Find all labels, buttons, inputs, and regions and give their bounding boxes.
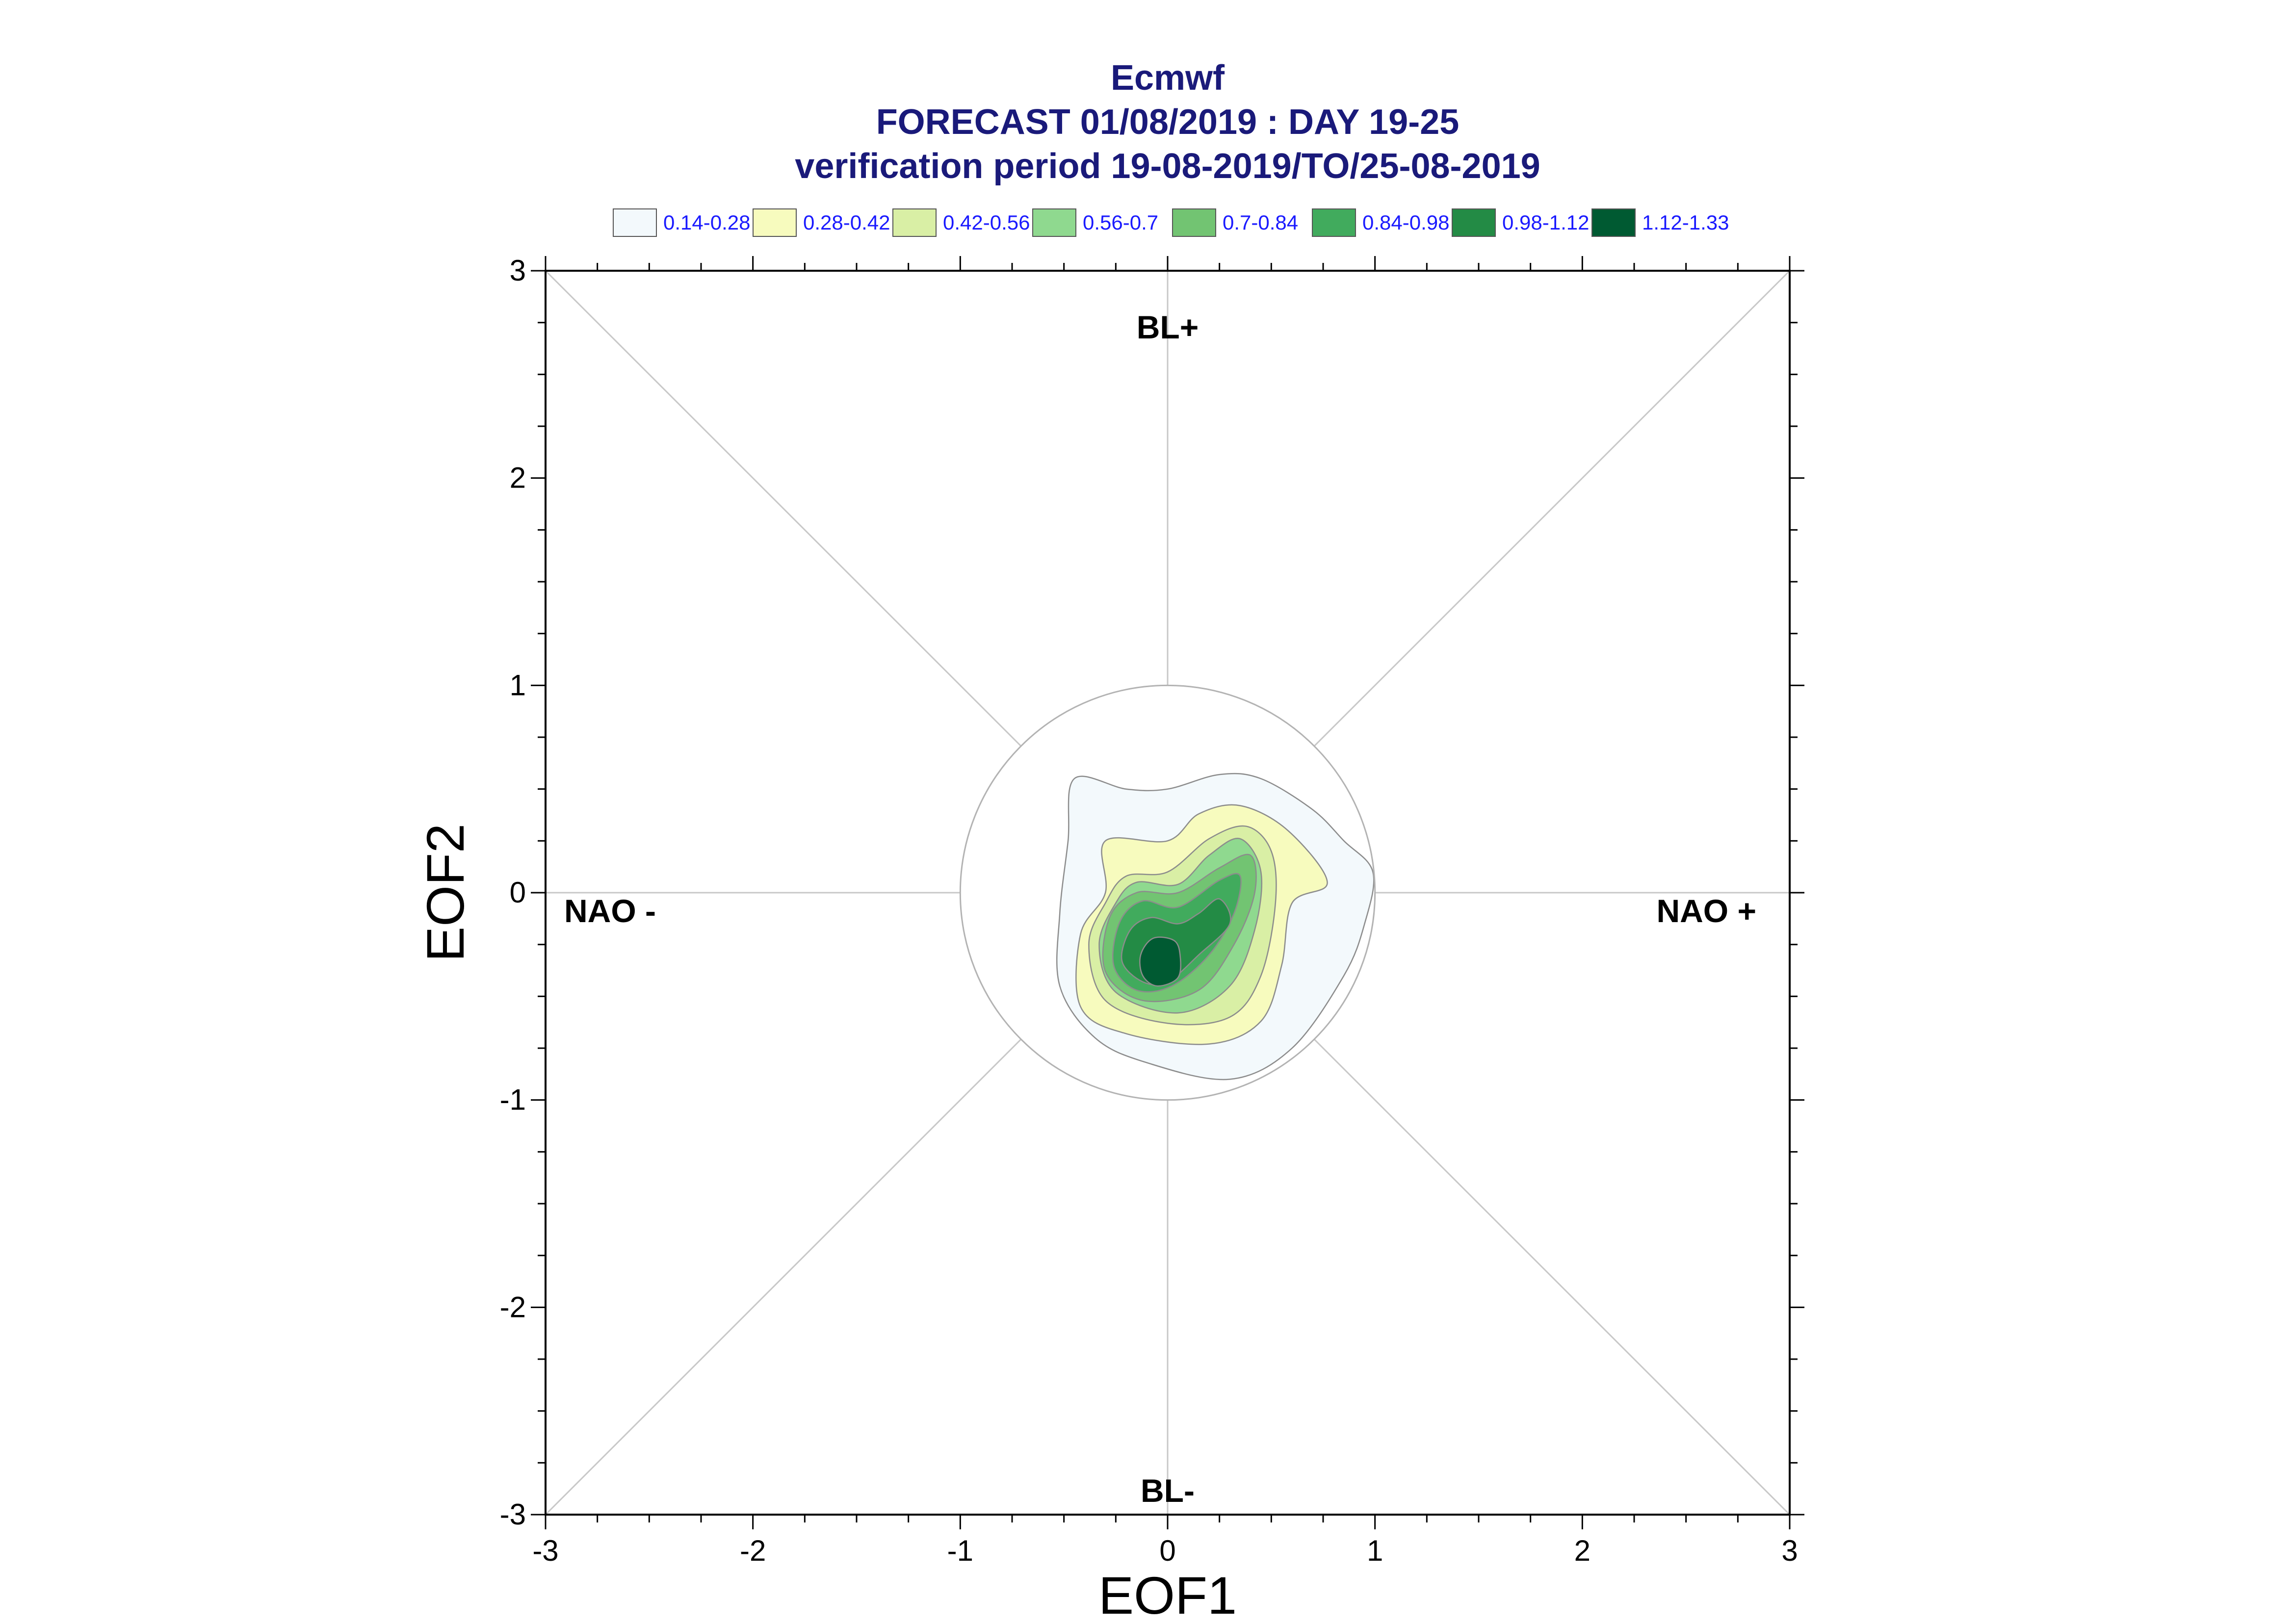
- color-legend: 0.14-0.28 0.28-0.42 0.42-0.56 0.56-0.7 0.7-0…: [613, 208, 1729, 237]
- regime-label-right: NAO +: [1656, 893, 1756, 929]
- y-tick-label: 3: [510, 254, 526, 287]
- x-tick-label: -1: [947, 1534, 973, 1567]
- density-contours: [960, 685, 1375, 1100]
- x-axis-title: EOF1: [1098, 1566, 1237, 1624]
- y-tick-label: -1: [500, 1083, 526, 1116]
- legend-item: 0.84-0.98: [1312, 208, 1449, 237]
- legend-label: 1.12-1.33: [1642, 211, 1729, 234]
- x-tick-label: 0: [1159, 1534, 1175, 1567]
- legend-item: 0.42-0.56: [892, 208, 1030, 237]
- unit-circle: [959, 684, 1376, 1101]
- legend-item: 1.12-1.33: [1591, 208, 1729, 237]
- legend-swatch: [1452, 208, 1496, 237]
- legend-item: 0.98-1.12: [1452, 208, 1589, 237]
- y-tick-label: 1: [510, 669, 526, 701]
- legend-item: 0.56-0.7: [1032, 208, 1158, 237]
- legend-swatch: [1312, 208, 1356, 237]
- legend-label: 0.98-1.12: [1502, 211, 1589, 234]
- legend-swatch: [753, 208, 797, 237]
- legend-item: 0.14-0.28: [613, 208, 750, 237]
- regime-label-top: BL+: [1137, 309, 1199, 345]
- legend-item: 0.7-0.84: [1172, 208, 1298, 237]
- title-line-2: FORECAST 01/08/2019 : DAY 19-25: [876, 103, 1460, 142]
- legend-item: 0.28-0.42: [753, 208, 890, 237]
- x-tick-label: -3: [532, 1534, 558, 1567]
- y-axis-title: EOF2: [416, 824, 475, 962]
- title-line-3: verification period 19-08-2019/TO/25-08-…: [795, 147, 1540, 186]
- y-tick-label: -3: [500, 1498, 526, 1531]
- legend-label: 0.56-0.7: [1083, 211, 1158, 234]
- legend-label: 0.84-0.98: [1362, 211, 1449, 234]
- contour-level-8: [1139, 936, 1181, 987]
- legend-label: 0.7-0.84: [1223, 211, 1298, 234]
- y-tick-label: -2: [500, 1290, 526, 1323]
- y-tick-label: 0: [510, 876, 526, 909]
- plot-area: [531, 256, 1804, 1529]
- tick-labels: -3 -2 -1 0 1 2 3 -3 -2 -1 0 1 2 3: [500, 254, 1798, 1567]
- regime-label-left: NAO -: [564, 893, 656, 929]
- legend-swatch: [892, 208, 937, 237]
- legend-swatch: [1172, 208, 1216, 237]
- legend-label: 0.42-0.56: [943, 211, 1030, 234]
- axis-ticks: [531, 256, 1804, 1529]
- x-tick-label: 2: [1574, 1534, 1591, 1567]
- legend-swatch: [1032, 208, 1076, 237]
- x-tick-label: 3: [1781, 1534, 1798, 1567]
- title-line-1: Ecmwf: [1111, 58, 1225, 98]
- legend-swatch: [1591, 208, 1636, 237]
- x-tick-label: 1: [1367, 1534, 1383, 1567]
- legend-swatch: [613, 208, 657, 237]
- regime-label-bottom: BL-: [1141, 1472, 1195, 1509]
- legend-label: 0.14-0.28: [663, 211, 750, 234]
- legend-label: 0.28-0.42: [803, 211, 890, 234]
- y-tick-label: 2: [510, 462, 526, 494]
- x-tick-label: -2: [740, 1534, 766, 1567]
- chart-title: Ecmwf FORECAST 01/08/2019 : DAY 19-25 ve…: [795, 58, 1540, 186]
